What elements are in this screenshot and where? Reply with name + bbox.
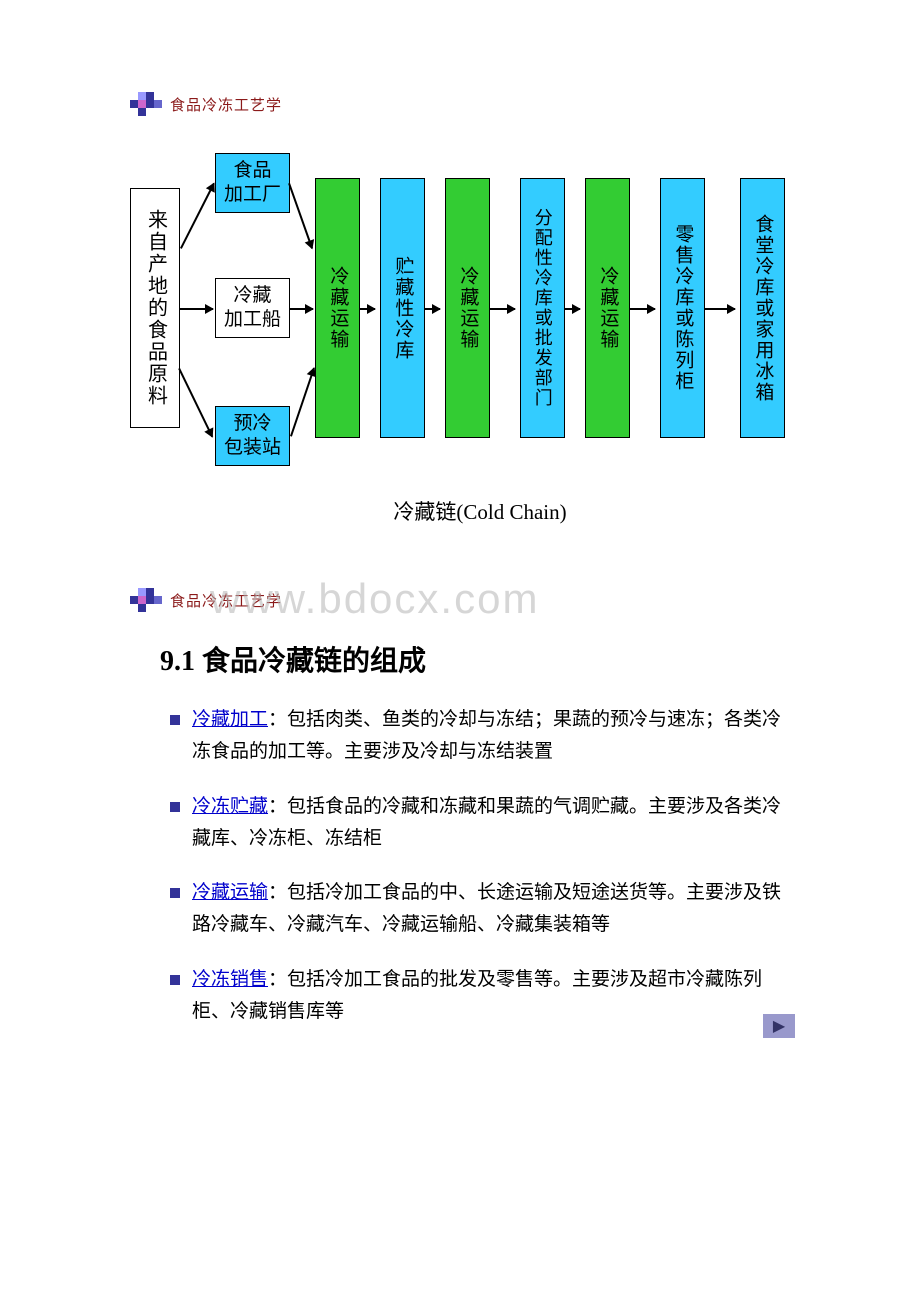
box-trans3: 冷藏运输	[585, 178, 630, 438]
arrow	[565, 308, 580, 310]
bullet-list: 冷藏加工：包括肉类、鱼类的冷却与冻结；果蔬的预冷与速冻；各类冷冻食品的加工等。主…	[170, 704, 800, 1028]
box-home: 食堂冷库或家用冰箱	[740, 178, 785, 438]
box-ship: 冷藏 加工船	[215, 278, 290, 338]
box-retail: 零售冷库或陈列柜	[660, 178, 705, 438]
bullet-term: 冷藏运输	[192, 882, 268, 903]
arrow	[630, 308, 655, 310]
slide-1: 食品冷冻工艺学 来自产地的食品原料食品 加工厂冷藏 加工船预冷 包装站冷藏运输贮…	[130, 90, 830, 526]
box-trans2: 冷藏运输	[445, 178, 490, 438]
slide-header-1: 食品冷冻工艺学	[130, 90, 830, 118]
box-precool: 预冷 包装站	[215, 406, 290, 466]
bullet-text: 冷冻销售：包括冷加工食品的批发及零售等。主要涉及超市冷藏陈列柜、冷藏销售库等	[192, 964, 800, 1029]
box-trans1: 冷藏运输	[315, 178, 360, 438]
box-dist: 分配性冷库或批发部门	[520, 178, 565, 438]
arrow	[180, 183, 214, 249]
header-logo-2	[130, 588, 164, 612]
bullet-text: 冷藏加工：包括肉类、鱼类的冷却与冻结；果蔬的预冷与速冻；各类冷冻食品的加工等。主…	[192, 704, 800, 769]
bullet-term: 冷冻销售	[192, 969, 268, 990]
bullet-marker	[170, 975, 180, 985]
bullet-marker	[170, 802, 180, 812]
bullet-item: 冷藏加工：包括肉类、鱼类的冷却与冻结；果蔬的预冷与速冻；各类冷冻食品的加工等。主…	[170, 704, 800, 769]
bullet-term: 冷藏加工	[192, 709, 268, 730]
arrow	[490, 308, 515, 310]
diagram-caption: 冷藏链(Cold Chain)	[130, 496, 830, 526]
arrow	[425, 308, 440, 310]
arrow	[179, 368, 213, 437]
bullet-item: 冷冻销售：包括冷加工食品的批发及零售等。主要涉及超市冷藏陈列柜、冷藏销售库等	[170, 964, 800, 1029]
document-page: www.bdocx.com 食品冷冻工艺学 来自产地的食品原料食品 加工厂冷藏 …	[0, 0, 920, 1302]
arrow	[180, 308, 213, 310]
header-title-2: 食品冷冻工艺学	[170, 590, 282, 611]
bullet-text: 冷冻贮藏：包括食品的冷藏和冻藏和果蔬的气调贮藏。主要涉及各类冷藏库、冷冻柜、冻结…	[192, 791, 800, 856]
next-button[interactable]: ▶	[763, 1014, 795, 1038]
header-title-1: 食品冷冻工艺学	[170, 94, 282, 115]
arrow	[289, 183, 313, 248]
slide-2: 食品冷冻工艺学 9.1 食品冷藏链的组成 冷藏加工：包括肉类、鱼类的冷却与冻结；…	[130, 586, 830, 1028]
bullet-marker	[170, 715, 180, 725]
header-logo-1	[130, 92, 164, 116]
box-factory: 食品 加工厂	[215, 153, 290, 213]
cold-chain-diagram: 来自产地的食品原料食品 加工厂冷藏 加工船预冷 包装站冷藏运输贮藏性冷库冷藏运输…	[130, 138, 830, 478]
box-storage: 贮藏性冷库	[380, 178, 425, 438]
arrow	[360, 308, 375, 310]
slide-header-2: 食品冷冻工艺学	[130, 586, 830, 614]
bullet-marker	[170, 888, 180, 898]
bullet-item: 冷冻贮藏：包括食品的冷藏和冻藏和果蔬的气调贮藏。主要涉及各类冷藏库、冷冻柜、冻结…	[170, 791, 800, 856]
arrow	[290, 368, 314, 436]
arrow	[290, 308, 313, 310]
bullet-text: 冷藏运输：包括冷加工食品的中、长途运输及短途送货等。主要涉及铁路冷藏车、冷藏汽车…	[192, 877, 800, 942]
box-origin: 来自产地的食品原料	[130, 188, 180, 428]
arrow	[705, 308, 735, 310]
section-heading: 9.1 食品冷藏链的组成	[160, 639, 830, 679]
bullet-term: 冷冻贮藏	[192, 796, 268, 817]
bullet-item: 冷藏运输：包括冷加工食品的中、长途运输及短途送货等。主要涉及铁路冷藏车、冷藏汽车…	[170, 877, 800, 942]
